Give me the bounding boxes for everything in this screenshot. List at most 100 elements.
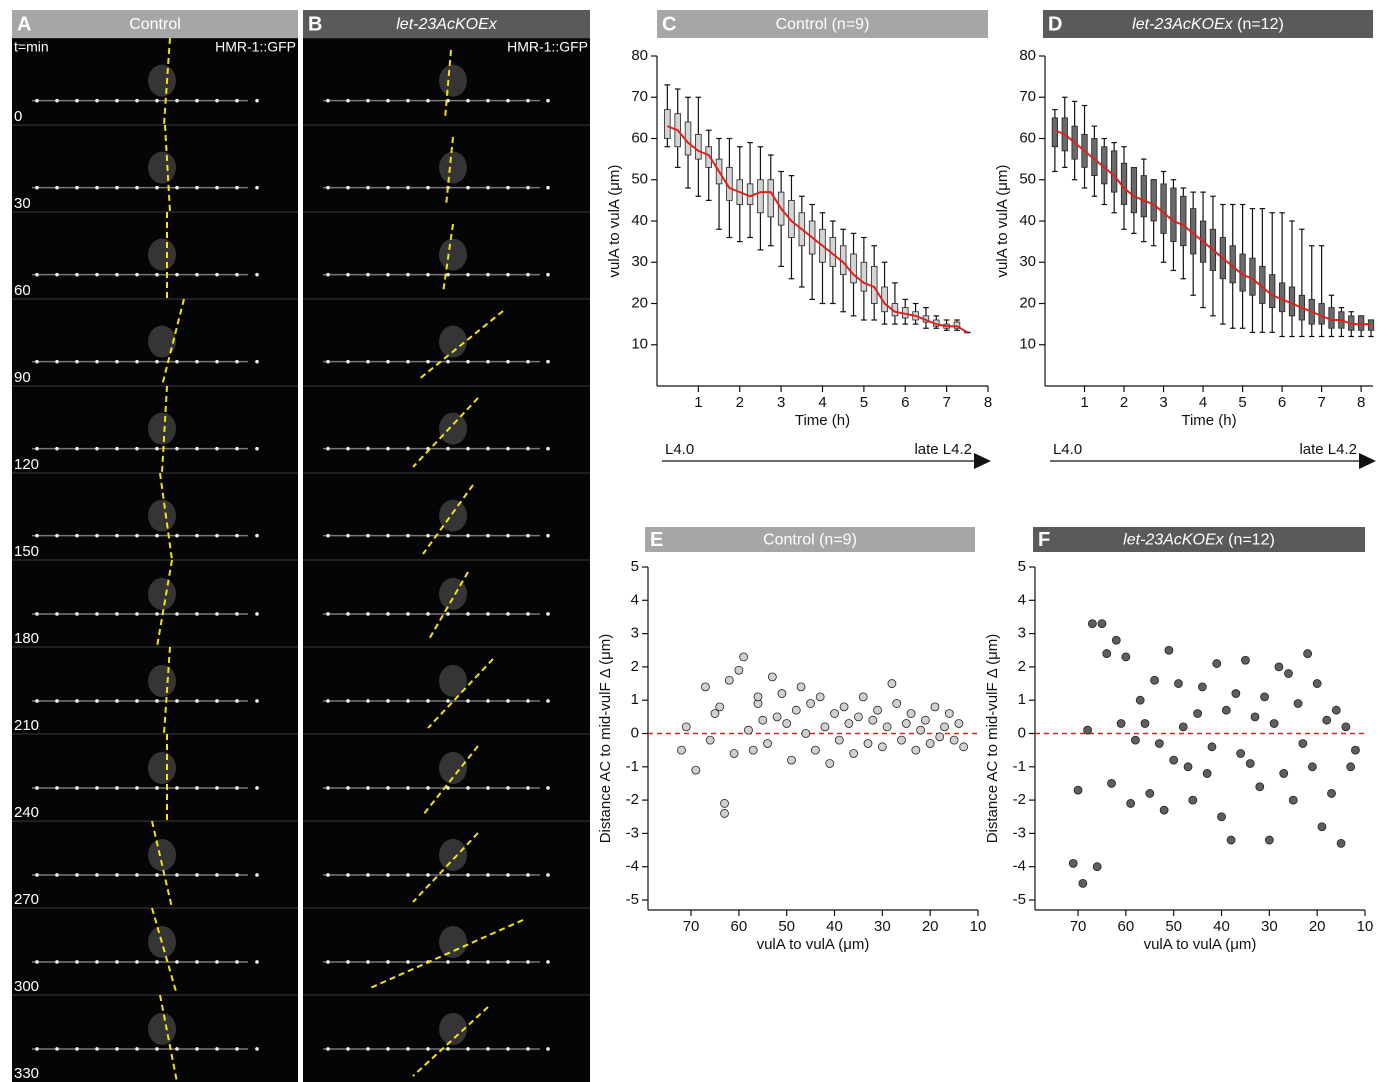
box [1318, 303, 1325, 325]
junction [235, 960, 239, 964]
junction [406, 272, 410, 277]
junction [446, 359, 450, 364]
junction [135, 1047, 139, 1051]
time-label: 210 [14, 717, 39, 734]
junction [506, 873, 510, 877]
stage-label: L4.0 [665, 441, 694, 458]
junction [35, 533, 39, 538]
junction [406, 699, 410, 703]
data-point [1102, 649, 1112, 658]
junction [366, 533, 370, 538]
junction [115, 873, 119, 877]
data-point [940, 722, 949, 732]
y-tick-label: 0 [1018, 724, 1026, 741]
junction [75, 533, 79, 538]
title-text: Control (n=9) [776, 16, 870, 33]
junction [446, 612, 450, 616]
data-point [1341, 722, 1351, 732]
ac-axis-line [159, 994, 178, 1082]
data-point [1217, 812, 1226, 822]
box [1249, 257, 1256, 296]
y-tick-label: 4 [1018, 591, 1026, 608]
y-axis-label: Distance AC to mid-vulF Δ (μm) [984, 634, 1001, 844]
cell-glow [148, 151, 176, 184]
ac-axis-line [367, 919, 524, 990]
junction [406, 612, 410, 616]
x-tick-label: 3 [777, 394, 785, 411]
box [1051, 117, 1058, 148]
ac-axis-line [422, 745, 479, 816]
data-point [681, 722, 691, 732]
data-point [1312, 679, 1322, 688]
junction [35, 272, 39, 277]
junction [486, 446, 490, 451]
junction [195, 873, 199, 877]
data-point [1092, 862, 1102, 872]
junction [235, 612, 239, 616]
junction [546, 873, 550, 877]
data-point [1322, 715, 1332, 725]
title-italic: let-23AcKOEx [1132, 16, 1233, 33]
data-point [949, 735, 959, 745]
junction [235, 446, 239, 451]
y-tick-label: 30 [631, 253, 648, 270]
x-tick-label: 8 [1357, 394, 1365, 411]
data-point [873, 705, 882, 715]
junction [135, 699, 139, 703]
time-label: 300 [14, 978, 39, 995]
junction [195, 359, 199, 364]
data-point [1111, 635, 1121, 645]
box [1358, 315, 1365, 331]
box [953, 321, 961, 329]
data-point [1255, 782, 1265, 792]
junction [35, 960, 39, 964]
x-tick-label: 1 [694, 394, 702, 411]
junction [35, 786, 39, 790]
y-tick-label: 5 [1018, 558, 1026, 575]
junction [155, 612, 159, 616]
junction [55, 533, 59, 538]
junction [546, 185, 550, 190]
junction [486, 533, 490, 538]
junction [546, 960, 550, 964]
time-label: 90 [14, 369, 31, 386]
junction [215, 786, 219, 790]
junction [155, 359, 159, 364]
box [1120, 162, 1128, 205]
junction [486, 873, 490, 877]
box [746, 183, 754, 205]
data-point [724, 675, 734, 685]
data-point [1260, 692, 1269, 702]
junction [406, 873, 410, 877]
box [1130, 166, 1138, 214]
junction [366, 612, 370, 616]
junction [526, 272, 530, 277]
junction [95, 1047, 99, 1051]
panel-title: Control (n=9) [776, 16, 870, 33]
junction [326, 446, 330, 451]
stage-label: late L4.2 [1299, 441, 1357, 458]
junction [406, 786, 410, 790]
x-tick-label: 10 [1357, 918, 1374, 935]
panel-title: let-23AcKOEx (n=12) [1123, 532, 1275, 549]
junction [135, 272, 139, 277]
junction [95, 272, 99, 277]
junction [346, 960, 350, 964]
junction [326, 533, 330, 538]
junction [526, 446, 530, 451]
junction [195, 272, 199, 277]
data-point [959, 742, 969, 752]
panel-header [1043, 10, 1373, 38]
junction [35, 612, 39, 616]
data-point [1083, 725, 1093, 735]
ac-axis-line [161, 298, 185, 387]
y-tick-label: 70 [631, 88, 648, 105]
junction [526, 612, 530, 616]
junction [486, 960, 490, 964]
junction [115, 98, 119, 103]
ac-axis-line [445, 136, 454, 207]
data-point [1317, 822, 1327, 832]
data-point [739, 652, 749, 662]
x-tick-label: 4 [1199, 394, 1207, 411]
junction [135, 185, 139, 190]
